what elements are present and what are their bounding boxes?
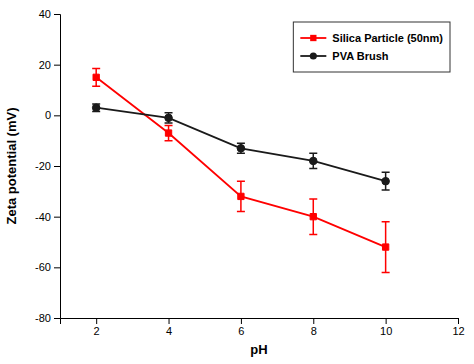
x-tick-mark <box>96 318 97 324</box>
point <box>165 114 173 122</box>
point <box>92 104 100 112</box>
series-line <box>96 108 385 181</box>
legend-frame <box>293 22 450 72</box>
point <box>237 144 245 152</box>
x-tick-mark <box>313 318 314 324</box>
legend-label: Silica Particle (50nm) <box>332 32 443 44</box>
error-bar <box>382 222 390 273</box>
x-tick-mark <box>386 318 387 324</box>
y-tick-mark <box>54 65 60 66</box>
y-tick-mark <box>54 267 60 268</box>
y-tick-label: -80 <box>35 312 51 324</box>
error-bar <box>237 181 245 211</box>
point <box>165 130 171 136</box>
plot-area <box>92 68 389 272</box>
point <box>310 214 316 220</box>
y-tick: -80 <box>35 312 60 324</box>
x-tick: 12 <box>452 318 464 337</box>
legend-item: Silica Particle (50nm) <box>300 32 443 44</box>
y-tick-label: -40 <box>35 211 51 223</box>
y-axis-line <box>54 15 61 319</box>
y-tick: -40 <box>35 211 60 223</box>
x-tick-label: 12 <box>452 325 464 337</box>
x-tick-label: 2 <box>94 325 100 337</box>
series-line <box>96 77 385 247</box>
y-tick-mark <box>54 14 60 15</box>
error-bar <box>309 199 317 234</box>
error-bar <box>382 172 390 190</box>
legend-item: PVA Brush <box>300 50 389 62</box>
y-tick-mark <box>54 318 60 319</box>
series <box>92 104 389 190</box>
x-tick: 2 <box>94 318 100 337</box>
error-bar <box>92 68 100 86</box>
x-tick-label: 6 <box>238 325 244 337</box>
y-tick: -60 <box>35 261 60 273</box>
y-tick-label: 20 <box>39 59 51 71</box>
x-tick: 4 <box>166 318 172 337</box>
y-tick-label: 40 <box>39 8 51 20</box>
y-tick-label: -20 <box>35 160 51 172</box>
y-tick-label: 0 <box>45 109 51 121</box>
x-tick: 6 <box>238 318 244 337</box>
x-tick-label: 4 <box>166 325 172 337</box>
chart: 2 4 6 8 10 12 -80 -60 -40 -20 0 20 40 pH Zeta potentia… <box>0 0 474 364</box>
point <box>238 193 244 199</box>
y-tick-label: -60 <box>35 261 51 273</box>
error-bar <box>92 104 100 112</box>
point <box>382 177 390 185</box>
y-tick: 0 <box>45 109 60 121</box>
point <box>382 244 388 250</box>
y-tick: 20 <box>39 59 60 71</box>
error-bar <box>237 143 245 153</box>
error-bar <box>165 113 173 123</box>
x-tick-label: 8 <box>311 325 317 337</box>
x-tick-mark <box>241 318 242 324</box>
x-tick-mark <box>458 318 459 324</box>
x-tick: 10 <box>380 318 392 337</box>
x-tick-label: 10 <box>380 325 392 337</box>
y-tick: -20 <box>35 160 60 172</box>
legend-swatch-marker <box>310 35 316 41</box>
x-axis: 2 4 6 8 10 12 <box>61 318 465 337</box>
y-tick-mark <box>54 115 60 116</box>
legend-swatch-marker <box>310 52 317 59</box>
error-bar <box>165 125 173 140</box>
y-axis: -80 -60 -40 -20 0 20 40 <box>35 8 60 324</box>
series <box>92 68 389 272</box>
point <box>93 74 99 80</box>
x-tick: 8 <box>311 318 317 337</box>
point <box>309 157 317 165</box>
x-axis-title: pH <box>250 342 267 357</box>
y-tick: 40 <box>39 8 60 20</box>
legend: Silica Particle (50nm) PVA Brush <box>293 22 450 72</box>
x-tick-mark <box>169 318 170 324</box>
x-axis-line <box>61 319 459 325</box>
error-bar <box>309 153 317 168</box>
y-axis-title: Zeta potential (mV) <box>4 107 19 224</box>
y-tick-mark <box>54 166 60 167</box>
legend-label: PVA Brush <box>332 50 389 62</box>
y-tick-mark <box>54 217 60 218</box>
